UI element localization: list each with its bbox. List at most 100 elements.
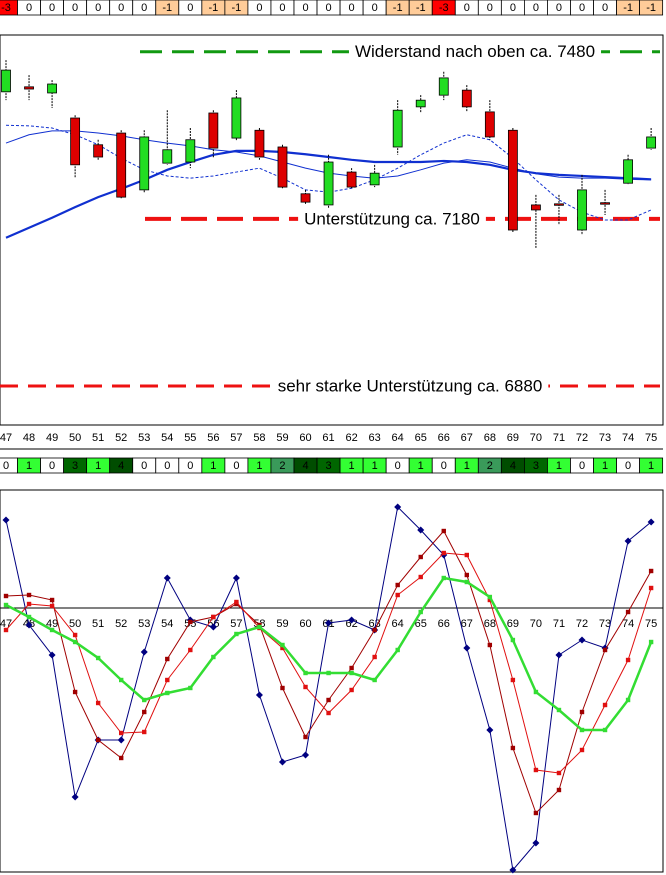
oscillator-point <box>234 599 239 605</box>
signal-value: 4 <box>510 460 516 472</box>
signal-value: 0 <box>3 460 9 472</box>
oscillator-point <box>280 685 285 691</box>
oscillator-point <box>441 528 446 534</box>
signal-value: 0 <box>164 460 170 472</box>
signal-cell <box>639 0 664 16</box>
oscillator-point <box>510 637 516 643</box>
oscillator-point <box>441 575 446 581</box>
oscillator-point <box>487 594 493 600</box>
candle-body <box>185 139 196 163</box>
reference-label-bg <box>348 42 602 62</box>
signal-value: 0 <box>256 2 262 14</box>
x-tick-label: 75 <box>645 432 657 444</box>
oscillator-point <box>303 734 308 740</box>
oscillator-point <box>26 601 32 607</box>
reference-label: Unterstützung ca. 7180 <box>304 209 480 228</box>
x-tick-label: 62 <box>345 432 357 444</box>
signal-value: 0 <box>441 460 447 472</box>
oscillator-point <box>579 747 585 753</box>
oscillator-point <box>532 839 540 847</box>
x-tick-label: 56 <box>207 432 219 444</box>
signal-value: -3 <box>1 2 11 14</box>
candle-body <box>461 89 472 108</box>
signal-value: -1 <box>232 2 242 14</box>
oscillator-point <box>48 651 56 659</box>
oscillator-point <box>119 677 124 683</box>
oscillator-point <box>72 639 78 645</box>
oscillator-point <box>417 526 425 534</box>
oscillator-point <box>3 602 9 608</box>
oscillator-point <box>119 755 124 761</box>
signal-value: 4 <box>118 460 124 472</box>
oscillator-point <box>556 707 562 713</box>
x-tick-label: 50 <box>69 618 81 630</box>
oscillator-point <box>394 503 402 511</box>
oscillator-point <box>211 614 216 620</box>
oscillator-point <box>555 651 563 659</box>
candle-body <box>346 171 357 188</box>
candle-body <box>208 112 219 149</box>
x-tick-label: 66 <box>438 432 450 444</box>
signal-value: 0 <box>141 460 147 472</box>
reference-label-bg <box>271 376 549 396</box>
x-tick-label: 52 <box>115 618 127 630</box>
oscillator-point <box>326 710 331 716</box>
oscillator-point <box>533 810 539 816</box>
x-tick-label: 53 <box>138 618 150 630</box>
oscillator-point <box>325 619 333 627</box>
signal-value: 0 <box>26 2 32 14</box>
signal-value: 0 <box>187 2 193 14</box>
candle-body <box>47 83 57 94</box>
x-tick-label: 55 <box>184 432 196 444</box>
signal-value: -1 <box>416 2 426 14</box>
x-tick-label: 59 <box>276 432 288 444</box>
signal-value: -1 <box>393 2 403 14</box>
oscillator-point <box>26 592 32 598</box>
signal-value: 2 <box>279 460 285 472</box>
candle-body <box>231 97 242 139</box>
oscillator-point <box>278 758 286 766</box>
oscillator-point <box>464 579 469 585</box>
x-tick-label: 58 <box>253 432 265 444</box>
x-tick-label: 68 <box>484 432 496 444</box>
oscillator-point <box>49 597 55 603</box>
signal-value: -3 <box>439 2 449 14</box>
oscillator-point <box>648 639 654 645</box>
signal-value: 0 <box>579 460 585 472</box>
oscillator-point <box>579 727 585 733</box>
candle-body <box>162 149 173 164</box>
oscillator-point <box>234 631 239 637</box>
oscillator-point <box>486 726 494 734</box>
signal-value: -1 <box>162 2 172 14</box>
candle-body <box>600 202 610 205</box>
signal-value: 0 <box>372 2 378 14</box>
oscillator-point <box>418 609 423 615</box>
oscillator-point <box>209 623 217 631</box>
signal-value: 0 <box>49 460 55 472</box>
oscillator-point <box>602 702 608 708</box>
oscillator-point <box>25 621 33 629</box>
signal-value: 1 <box>26 460 32 472</box>
oscillator-point <box>510 677 516 683</box>
oscillator-point <box>302 751 310 759</box>
signal-value: 0 <box>395 460 401 472</box>
oscillator-point <box>349 687 354 693</box>
signal-value: 1 <box>602 460 608 472</box>
oscillator-point <box>441 550 446 556</box>
signal-value: 0 <box>118 2 124 14</box>
candle-body <box>646 136 657 149</box>
x-tick-label: 66 <box>438 618 450 630</box>
oscillator-point <box>578 636 586 644</box>
oscillator-point <box>165 690 170 696</box>
signal-value: 0 <box>464 2 470 14</box>
oscillator-point <box>625 657 631 663</box>
signal-cell <box>639 457 664 474</box>
signal-value: 1 <box>210 460 216 472</box>
candle-body <box>577 189 587 231</box>
candle-body <box>369 172 380 186</box>
reference-label: sehr starke Unterstützung ca. 6880 <box>278 376 543 395</box>
x-tick-label: 59 <box>276 618 288 630</box>
candle-body <box>24 86 34 90</box>
x-tick-label: 65 <box>415 432 427 444</box>
